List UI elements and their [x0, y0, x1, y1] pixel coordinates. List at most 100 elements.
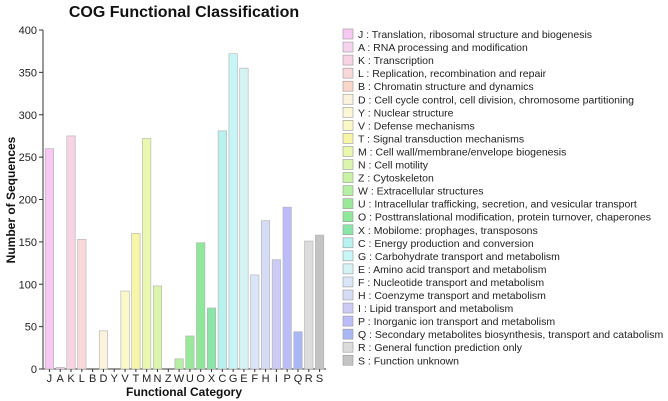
bar-S — [315, 234, 325, 370]
x-tick-label: Q — [294, 373, 303, 385]
x-tick-label: L — [79, 373, 85, 385]
legend-label: D : Cell cycle control, cell division, c… — [358, 94, 634, 106]
bar-F — [250, 274, 260, 370]
y-tick-label: 350 — [19, 67, 37, 79]
legend-swatch — [342, 328, 354, 340]
legend-label: V : Defense mechanisms — [358, 120, 475, 132]
x-tick-label: Z — [165, 373, 172, 385]
legend-swatch — [342, 146, 354, 157]
legend-label: H : Coenzyme transport and metabolism — [358, 290, 546, 302]
legend-swatch — [342, 211, 354, 222]
legend-label: N : Cell motility — [358, 160, 429, 172]
legend-swatch — [342, 172, 354, 183]
legend-label: M : Cell wall/membrane/envelope biogenes… — [358, 146, 566, 158]
legend-swatch — [342, 263, 354, 275]
bar-U — [185, 335, 195, 370]
legend-label: A : RNA processing and modification — [358, 42, 528, 54]
bar-P — [282, 206, 292, 370]
legend-swatch — [342, 341, 354, 353]
x-tick-label: D — [99, 373, 107, 385]
legend-swatch — [342, 80, 354, 92]
x-tick-label: F — [251, 373, 258, 385]
legend-label: Z : Cytoskeleton — [358, 173, 434, 185]
legend-swatch — [342, 185, 354, 196]
legend-label: F : Nucleotide transport and metabolism — [358, 277, 544, 289]
bar-C — [217, 130, 227, 370]
legend-swatch — [342, 54, 354, 66]
legend-label: S : Function unknown — [358, 355, 459, 367]
x-tick-label: I — [275, 373, 278, 385]
legend-swatch — [342, 67, 354, 79]
bar-J — [44, 148, 54, 370]
plot-area: 0 50 100 150 200 250 300 350 400 J A K L B D Y V T M N Z W U O X… — [19, 25, 326, 385]
x-tick-label: V — [121, 373, 129, 385]
legend-label: T : Signal transduction mechanisms — [358, 133, 524, 145]
bar-D — [98, 330, 108, 370]
y-tick-label: 300 — [19, 110, 37, 122]
legend-swatch — [342, 41, 354, 53]
y-tick-label: 150 — [19, 237, 37, 249]
bar-E — [239, 67, 249, 370]
legend-label: Y : Nuclear structure — [358, 107, 454, 119]
x-tick-label: A — [57, 373, 65, 385]
x-tick-label: N — [154, 373, 162, 385]
bar-Q — [293, 331, 303, 370]
legend-label: L : Replication, recombination and repai… — [358, 68, 547, 80]
x-tick-label: U — [186, 373, 194, 385]
x-tick-label: R — [305, 373, 313, 385]
legend-label: E : Amino acid transport and metabolism — [358, 264, 547, 276]
x-tick-label: T — [132, 373, 139, 385]
bar-L — [77, 239, 87, 370]
bar-W — [174, 358, 184, 370]
legend-label: B : Chromatin structure and dynamics — [358, 81, 534, 93]
legend-swatch — [342, 354, 354, 366]
x-tick-label: P — [284, 373, 291, 385]
legend-swatch — [342, 289, 354, 301]
x-tick-label: M — [142, 373, 151, 385]
legend-label: J : Translation, ribosomal structure and… — [358, 29, 592, 41]
legend-label: W : Extracellular structures — [358, 186, 483, 198]
bar-M — [142, 138, 152, 370]
x-tick-label: G — [229, 373, 238, 385]
x-tick-label: Y — [111, 373, 119, 385]
legend-label: C : Energy production and conversion — [358, 238, 534, 250]
legend-label: P : Inorganic ion transport and metaboli… — [358, 316, 555, 328]
legend-swatch — [342, 93, 354, 105]
legend-swatch — [342, 302, 354, 314]
legend-swatch — [342, 28, 354, 40]
x-tick-label: E — [240, 373, 247, 385]
bar-O — [196, 242, 206, 370]
x-tick-label: J — [47, 373, 53, 385]
legend-swatch — [342, 198, 354, 209]
y-tick-label: 0 — [31, 364, 37, 376]
legend-swatch — [342, 107, 354, 118]
x-tick-label: X — [208, 373, 216, 385]
legend: J : Translation, ribosomal structure and… — [342, 28, 663, 367]
x-tick-label: S — [316, 373, 323, 385]
legend-swatch — [342, 159, 354, 170]
y-tick-label: 50 — [25, 322, 37, 334]
legend-label: K : Transcription — [358, 55, 434, 67]
legend-swatch — [342, 250, 354, 262]
legend-label: X : Mobilome: prophages, transposons — [358, 225, 538, 237]
x-axis-label: Functional Category — [126, 385, 242, 399]
bar-G — [228, 53, 238, 370]
legend-swatch — [342, 133, 354, 144]
legend-swatch — [342, 237, 354, 249]
legend-label: O : Posttranslational modification, prot… — [358, 212, 651, 224]
legend-label: U : Intracellular trafficking, secretion… — [358, 199, 637, 211]
bar-A — [55, 367, 65, 370]
bar-H — [261, 220, 271, 370]
x-tick-label: W — [174, 373, 185, 385]
y-tick-label: 100 — [19, 279, 37, 291]
legend-label: G : Carbohydrate transport and metabolis… — [358, 251, 560, 263]
x-tick-label: O — [196, 373, 205, 385]
x-tick-label: K — [67, 373, 75, 385]
bar-K — [66, 135, 76, 370]
y-axis-label: Number of Sequences — [4, 136, 18, 263]
y-tick-label: 400 — [19, 25, 37, 37]
x-tick-label: H — [262, 373, 270, 385]
legend-label: R : General function prediction only — [358, 342, 523, 354]
bar-R — [304, 240, 314, 370]
